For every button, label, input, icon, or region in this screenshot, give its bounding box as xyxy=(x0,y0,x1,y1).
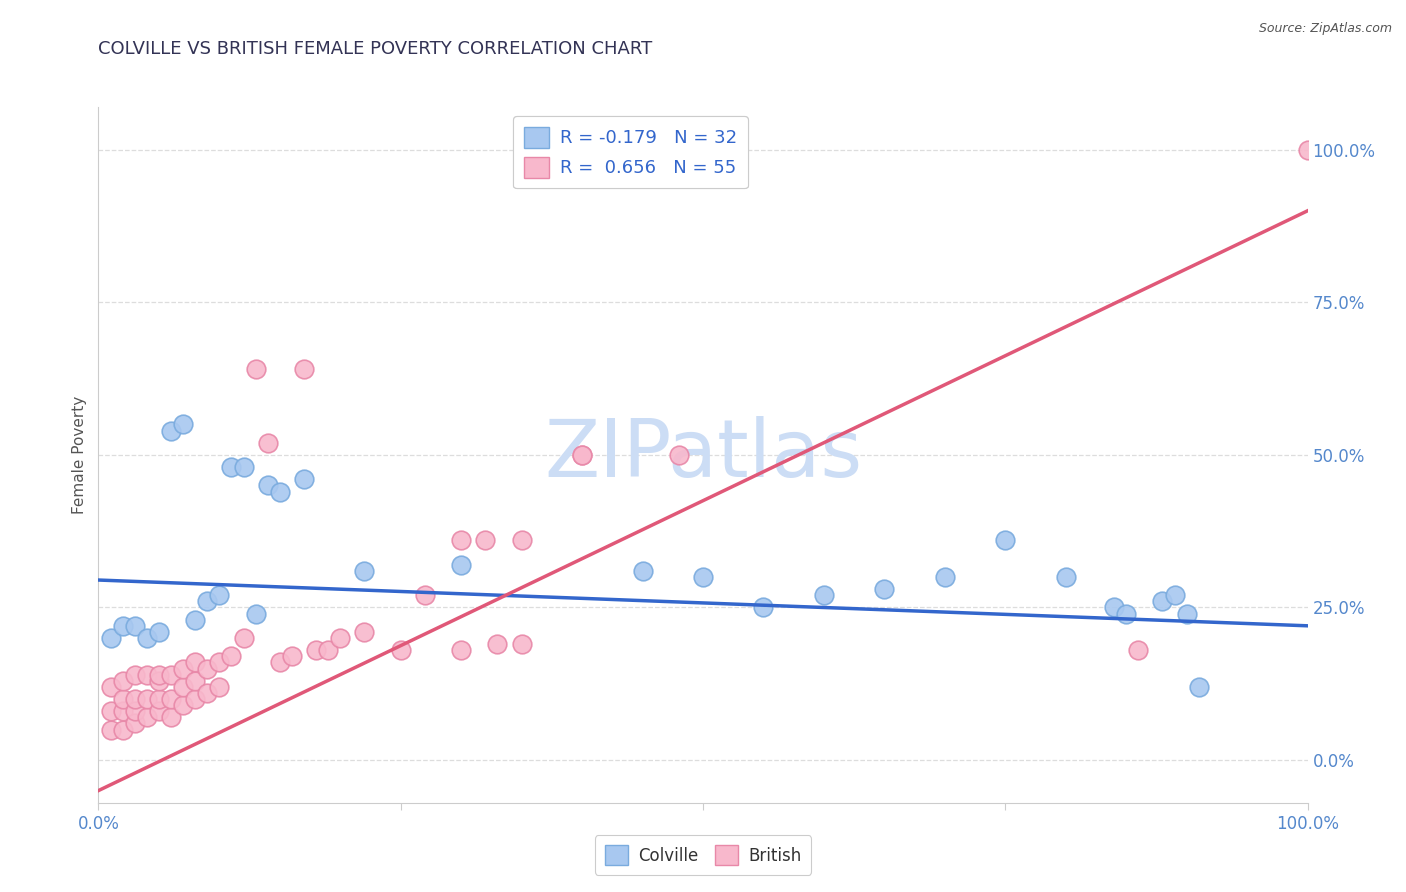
Point xyxy=(269,484,291,499)
Legend: R = -0.179   N = 32, R =  0.656   N = 55: R = -0.179 N = 32, R = 0.656 N = 55 xyxy=(513,116,748,188)
Point xyxy=(148,624,170,639)
Text: COLVILLE VS BRITISH FEMALE POVERTY CORRELATION CHART: COLVILLE VS BRITISH FEMALE POVERTY CORRE… xyxy=(98,40,652,58)
Point xyxy=(195,594,218,608)
Point xyxy=(292,362,315,376)
Point xyxy=(232,460,254,475)
Point xyxy=(1163,588,1185,602)
Point xyxy=(172,698,194,713)
Point xyxy=(148,704,170,718)
Point xyxy=(208,656,231,670)
Text: Source: ZipAtlas.com: Source: ZipAtlas.com xyxy=(1258,22,1392,36)
Point xyxy=(450,533,472,548)
Point xyxy=(124,716,146,731)
Point xyxy=(172,661,194,675)
Point xyxy=(752,600,775,615)
Point xyxy=(135,631,157,645)
Point xyxy=(474,533,496,548)
Point xyxy=(256,478,278,492)
Point xyxy=(813,588,835,602)
Point xyxy=(160,424,183,438)
Point xyxy=(111,692,134,706)
Point xyxy=(184,656,207,670)
Point xyxy=(329,631,352,645)
Point xyxy=(135,692,157,706)
Point xyxy=(1102,600,1125,615)
Point xyxy=(100,723,122,737)
Point xyxy=(934,570,956,584)
Point xyxy=(232,631,254,645)
Point xyxy=(269,656,291,670)
Point xyxy=(631,564,654,578)
Point xyxy=(1054,570,1077,584)
Point xyxy=(389,643,412,657)
Point xyxy=(208,588,231,602)
Point xyxy=(245,607,267,621)
Point xyxy=(208,680,231,694)
Point xyxy=(510,533,533,548)
Point xyxy=(245,362,267,376)
Point xyxy=(256,435,278,450)
Point xyxy=(184,613,207,627)
Point xyxy=(292,472,315,486)
Point xyxy=(172,417,194,432)
Point xyxy=(353,564,375,578)
Point xyxy=(148,673,170,688)
Point xyxy=(486,637,509,651)
Point xyxy=(100,680,122,694)
Point xyxy=(450,558,472,572)
Point xyxy=(100,704,122,718)
Point xyxy=(195,661,218,675)
Point xyxy=(124,667,146,681)
Point xyxy=(124,704,146,718)
Point xyxy=(221,460,243,475)
Point xyxy=(124,619,146,633)
Point xyxy=(571,448,593,462)
Point xyxy=(873,582,896,597)
Point xyxy=(160,710,183,724)
Point xyxy=(135,667,157,681)
Point xyxy=(1115,607,1137,621)
Point xyxy=(1128,643,1150,657)
Point xyxy=(1296,143,1319,157)
Point xyxy=(305,643,328,657)
Point xyxy=(184,692,207,706)
Point xyxy=(994,533,1017,548)
Point xyxy=(135,710,157,724)
Legend: Colville, British: Colville, British xyxy=(595,836,811,875)
Point xyxy=(510,637,533,651)
Point xyxy=(281,649,304,664)
Text: ZIPatlas: ZIPatlas xyxy=(544,416,862,494)
Point xyxy=(316,643,339,657)
Point xyxy=(668,448,690,462)
Point xyxy=(413,588,436,602)
Point xyxy=(353,624,375,639)
Point xyxy=(111,704,134,718)
Point xyxy=(100,631,122,645)
Point xyxy=(148,692,170,706)
Point xyxy=(148,667,170,681)
Point xyxy=(195,686,218,700)
Point xyxy=(450,643,472,657)
Point xyxy=(111,723,134,737)
Point xyxy=(571,448,593,462)
Point xyxy=(160,692,183,706)
Point xyxy=(221,649,243,664)
Point xyxy=(1152,594,1174,608)
Point xyxy=(1188,680,1211,694)
Point xyxy=(1175,607,1198,621)
Point xyxy=(124,692,146,706)
Y-axis label: Female Poverty: Female Poverty xyxy=(72,396,87,514)
Point xyxy=(172,680,194,694)
Point xyxy=(692,570,714,584)
Point xyxy=(111,673,134,688)
Point xyxy=(111,619,134,633)
Point xyxy=(184,673,207,688)
Point xyxy=(160,667,183,681)
